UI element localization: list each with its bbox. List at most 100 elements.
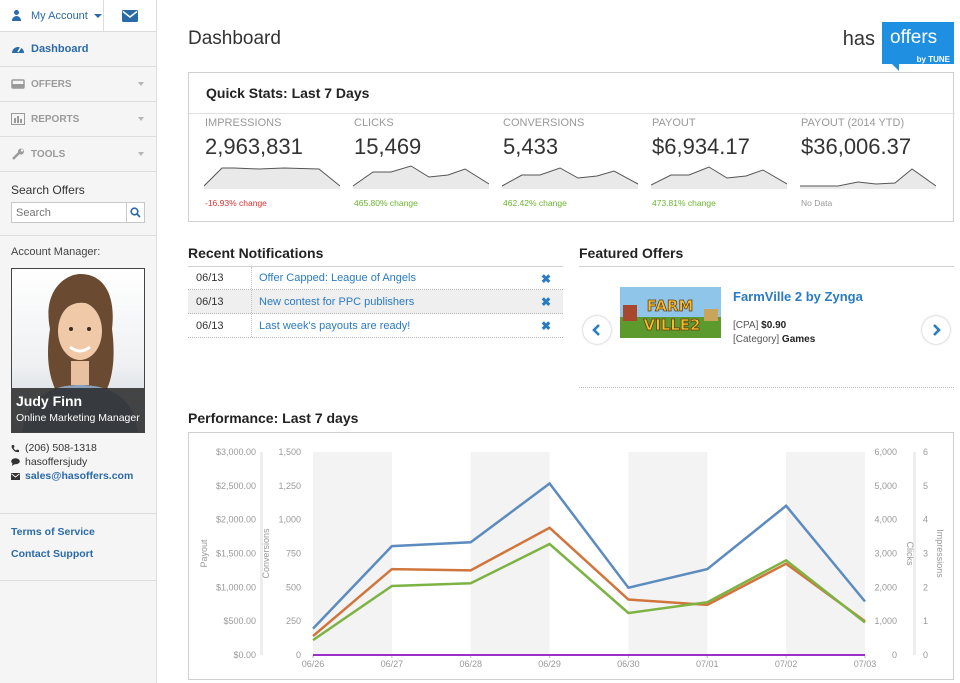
main-content: Dashboard has offers by TUNE Quick Stats…	[157, 0, 960, 683]
account-manager-section: Account Manager: Judy Finn Online Market…	[0, 236, 156, 483]
manager-chat-row: hasoffersjudy	[11, 455, 145, 469]
nav-dashboard[interactable]: Dashboard	[0, 32, 156, 67]
svg-text:VILLE2: VILLE2	[644, 316, 701, 334]
dismiss-icon[interactable]: ✖	[540, 272, 551, 286]
axis-tick-label: 3	[923, 549, 928, 559]
account-manager-photo: Judy Finn Online Marketing Manager	[11, 268, 145, 433]
user-icon	[11, 10, 22, 21]
manager-contact: (206) 508-1318 hasoffersjudy sales@hasof…	[11, 433, 145, 483]
chat-icon	[11, 458, 20, 466]
offer-category: Games	[781, 334, 816, 345]
axis-tick-label: 2	[923, 582, 928, 592]
axis-tick-label: 1,000	[278, 515, 301, 525]
stat-label: PAYOUT	[652, 117, 696, 129]
contact-support-link[interactable]: Contact Support	[11, 548, 94, 560]
search-input[interactable]	[11, 202, 126, 223]
x-tick-label: 07/02	[775, 659, 798, 669]
stat-value: 15,469	[354, 134, 422, 159]
axis-tick-label: 1,500	[278, 447, 301, 457]
search-offers-section: Search Offers	[0, 172, 156, 236]
stat-payout: PAYOUT $6,934.17 473.81% change	[636, 114, 787, 221]
my-account-dropdown[interactable]: My Account	[0, 0, 104, 31]
svg-text:FARM: FARM	[647, 297, 694, 315]
x-tick-label: 06/27	[381, 659, 404, 669]
chart-band	[628, 452, 708, 655]
stat-value: 2,963,831	[205, 134, 303, 159]
nav-reports-label: REPORTS	[31, 113, 80, 125]
wrench-icon	[12, 148, 24, 160]
axis-tick-label: 500	[286, 582, 301, 592]
axis-tick-label: 5	[923, 481, 928, 491]
stat-change: 462.42% change	[503, 198, 567, 208]
stat-label: PAYOUT (2014 YTD)	[801, 117, 905, 129]
search-button[interactable]	[126, 202, 145, 223]
sparkline	[651, 166, 787, 189]
manager-email-link[interactable]: sales@hasoffers.com	[25, 470, 134, 482]
stat-impressions: IMPRESSIONS 2,963,831 -16.93% change	[189, 114, 340, 221]
manager-chat: hasoffersjudy	[25, 456, 88, 468]
sidebar: My Account Dashboard OFFERS REPORTS TOOL…	[0, 0, 157, 683]
search-icon	[130, 207, 141, 218]
notification-link[interactable]: Last week's payouts are ready!	[259, 319, 411, 332]
notification-date: 06/13	[188, 290, 252, 313]
chevron-down-icon	[138, 82, 144, 86]
axis-tick-label: 0	[296, 650, 301, 660]
envelope-icon	[122, 9, 138, 22]
offer-category-label: [Category]	[733, 334, 780, 345]
notifications-list: 06/13 Offer Capped: League of Angels ✖ 0…	[188, 266, 563, 338]
x-tick-label: 06/28	[459, 659, 482, 669]
offer-thumbnail[interactable]: FARM VILLE2	[620, 287, 721, 338]
notification-date: 06/13	[188, 314, 252, 337]
axis-tick-label: $1,000.00	[216, 582, 256, 592]
impressions-axis-bar	[913, 452, 916, 655]
notification-link[interactable]: Offer Capped: League of Angels	[259, 272, 416, 284]
manager-phone-row: (206) 508-1318	[11, 441, 145, 455]
nav-dashboard-label: Dashboard	[31, 43, 89, 55]
axis-tick-label: 0	[923, 650, 928, 660]
axis-tick-label: $1,500.00	[216, 549, 256, 559]
notification-date: 06/13	[188, 267, 252, 289]
search-box	[11, 202, 145, 223]
carousel-next-button[interactable]	[922, 316, 950, 344]
stat-label: IMPRESSIONS	[205, 117, 282, 129]
manager-caption: Judy Finn Online Marketing Manager	[12, 388, 144, 432]
axis-tick-label: 1	[923, 616, 928, 626]
stat-label: CONVERSIONS	[503, 117, 585, 129]
chevron-down-icon	[138, 117, 144, 121]
manager-email-row: sales@hasoffers.com	[11, 469, 145, 483]
offers-icon	[11, 79, 25, 89]
series-line-conversions	[312, 542, 866, 642]
axis-title: Clicks	[905, 542, 915, 566]
logo-tune-text: by TUNE	[916, 55, 950, 64]
offer-name-link[interactable]: FarmVille 2 by Zynga	[733, 289, 863, 304]
messages-button[interactable]	[104, 0, 156, 31]
nav-offers[interactable]: OFFERS	[0, 67, 156, 102]
dismiss-icon[interactable]: ✖	[540, 319, 551, 333]
sparkline	[502, 167, 638, 189]
logo-has-text: has	[842, 28, 875, 50]
axis-tick-label: 6,000	[874, 447, 897, 457]
nav-reports[interactable]: REPORTS	[0, 102, 156, 137]
chevron-down-icon	[138, 152, 144, 156]
carousel-prev-button[interactable]	[583, 316, 611, 344]
hasoffers-logo: has offers by TUNE	[842, 22, 954, 71]
phone-icon	[11, 444, 19, 452]
sparkline	[800, 168, 936, 189]
notification-row: 06/13 Last week's payouts are ready! ✖	[188, 314, 563, 338]
logo-offers-box: offers by TUNE	[882, 22, 954, 71]
notification-row: 06/13 New contest for PPC publishers ✖	[188, 290, 563, 314]
notification-link[interactable]: New contest for PPC publishers	[259, 295, 415, 308]
dashboard-icon	[12, 46, 24, 53]
axis-tick-label: $2,500.00	[216, 481, 256, 491]
axis-tick-label: 1,250	[278, 481, 301, 491]
axis-tick-label: 750	[286, 549, 301, 559]
terms-of-service-link[interactable]: Terms of Service	[11, 526, 95, 538]
quick-stats-columns: IMPRESSIONS 2,963,831 -16.93% change CLI…	[189, 113, 955, 221]
envelope-icon	[11, 472, 20, 480]
stat-value: $36,006.37	[801, 134, 912, 159]
page-title: Dashboard	[188, 28, 281, 49]
dismiss-icon[interactable]: ✖	[540, 295, 551, 309]
axis-tick-label: 250	[286, 616, 301, 626]
nav-tools[interactable]: TOOLS	[0, 137, 156, 172]
chevron-right-icon	[933, 324, 941, 336]
